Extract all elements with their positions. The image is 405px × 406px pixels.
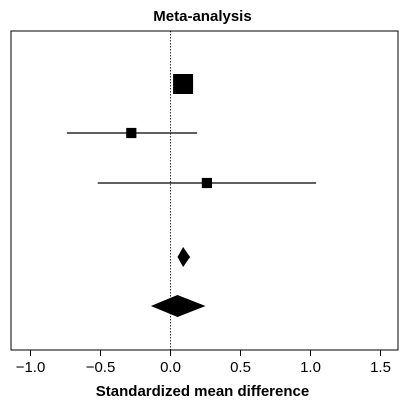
plot-frame <box>10 30 399 351</box>
study-estimate-square <box>201 177 212 189</box>
x-tick-label: −1.0 <box>16 359 46 376</box>
chart-title: Meta-analysis <box>153 8 252 25</box>
pooled-estimate-diamond <box>177 247 191 267</box>
x-axis-ticks: −1.0 −0.5 0.0 0.5 1.0 1.5 <box>16 350 391 376</box>
forest-rows <box>66 74 317 317</box>
x-tick-label: 0.5 <box>230 359 251 376</box>
x-tick-label: 1.0 <box>300 359 321 376</box>
x-tick-label: −0.5 <box>86 359 116 376</box>
study-estimate-square <box>173 74 194 94</box>
x-tick-label: 1.5 <box>370 359 391 376</box>
x-axis-title: Standardized mean difference <box>95 383 310 400</box>
x-tick-label: 0.0 <box>160 359 181 376</box>
pooled-estimate-diamond <box>150 295 206 317</box>
study-estimate-square <box>126 127 137 139</box>
